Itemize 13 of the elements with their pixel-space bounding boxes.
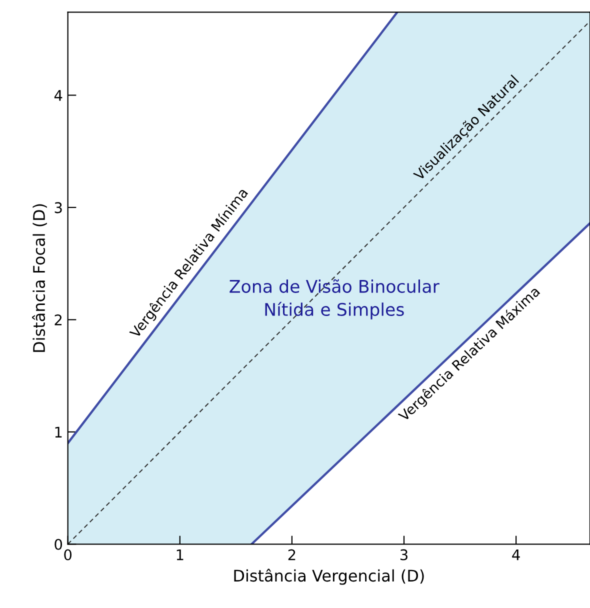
x-axis-title: Distância Vergencial (D) [234, 568, 424, 585]
x-tick-label: 4 [512, 549, 520, 560]
x-tick-label: 0 [64, 549, 72, 560]
y-tick-label: 0 [54, 538, 62, 550]
x-tick-label: 2 [288, 549, 296, 560]
y-tick-label: 1 [55, 426, 62, 438]
y-tick-label: 4 [54, 90, 62, 101]
y-axis-title: Distância Focal (D) [32, 204, 47, 352]
annotation: Zona de Visão Binocular Nítida e Simples [230, 279, 440, 320]
y-tick-label: 3 [54, 202, 62, 214]
x-tick-label: 3 [400, 549, 408, 560]
y-tick-label: 2 [54, 314, 62, 326]
x-tick-label: 1 [176, 549, 184, 560]
